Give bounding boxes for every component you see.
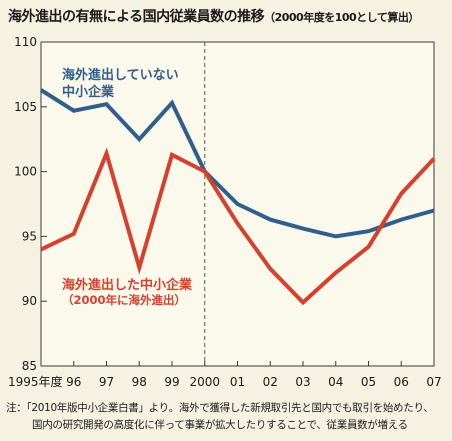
footnote-line-1: 注：「2010年版中小企業白書」より。海外で獲得した新規取引先と国内でも取引を始…	[6, 402, 434, 414]
x-tick-label: 97	[99, 375, 114, 389]
series-label-not-overseas-line2: 中小企業	[62, 84, 115, 100]
series-line-not-overseas	[39, 88, 435, 239]
y-tick-label: 95	[22, 229, 37, 243]
x-tick-label: 06	[394, 375, 409, 389]
y-tick-label: 105	[14, 100, 37, 114]
x-tick-label: 02	[263, 375, 278, 389]
chart-title: 海外進出の有無による国内従業員数の推移（2000年度を100として算出）	[8, 6, 448, 26]
y-tick-label: 90	[22, 294, 37, 308]
x-tick-label: 05	[361, 375, 376, 389]
x-tick-label: 2000	[189, 375, 220, 389]
chart-subtitle: （2000年度を100として算出）	[264, 11, 419, 24]
series-label-overseas-line1: 海外進出した中小企業	[62, 277, 193, 293]
series-label-overseas-line2: （2000年に海外進出）	[62, 293, 186, 307]
y-tick-label: 100	[14, 165, 37, 179]
x-tick-label: 01	[230, 375, 245, 389]
x-tick-label: 96	[66, 375, 81, 389]
y-tick-label: 110	[14, 35, 37, 49]
x-tick-label: 04	[328, 375, 343, 389]
chart-title-main: 海外進出の有無による国内従業員数の推移	[8, 9, 265, 25]
x-tick-label: 98	[132, 375, 147, 389]
footnote-line-2: 国内の研究開発の高度化に伴って事業が拡大したりすることで、従業員数が増える	[32, 419, 408, 431]
x-tick-label: 1995年度	[8, 374, 63, 389]
y-tick-label: 85	[22, 359, 37, 373]
x-tick-label: 99	[164, 375, 179, 389]
x-tick-label: 07	[426, 375, 441, 389]
series-line-overseas	[40, 147, 436, 306]
series-label-not-overseas-line1: 海外進出していない	[62, 67, 179, 83]
footnote: 注：「2010年版中小企業白書」より。海外で獲得した新規取引先と国内でも取引を始…	[6, 400, 448, 434]
x-tick-label: 03	[295, 375, 310, 389]
